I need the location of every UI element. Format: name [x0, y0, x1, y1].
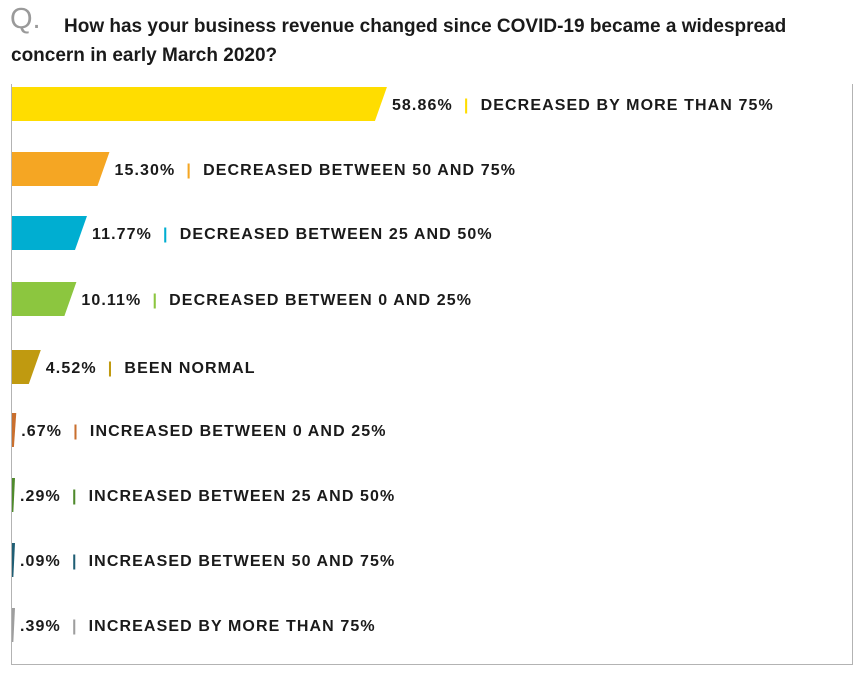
bar-4	[12, 282, 77, 316]
bar-label-7: .29% | INCREASED BETWEEN 25 AND 50%	[20, 488, 395, 505]
separator: |	[141, 292, 169, 309]
separator: |	[61, 618, 89, 635]
bar-label-3: 11.77% | DECREASED BETWEEN 25 AND 50%	[92, 226, 493, 243]
bar-8	[12, 543, 15, 577]
separator: |	[61, 553, 89, 570]
question-text: How has your business revenue changed si…	[11, 16, 787, 66]
category-label: INCREASED BY MORE THAN 75%	[89, 618, 376, 635]
bar-2	[12, 152, 110, 186]
value-label: 15.30%	[114, 162, 175, 179]
question-title: How has your business revenue changed si…	[11, 12, 851, 70]
separator: |	[62, 423, 90, 440]
separator: |	[453, 97, 481, 114]
bar-label-5: 4.52% | BEEN NORMAL	[46, 360, 256, 377]
separator: |	[175, 162, 203, 179]
value-label: 4.52%	[46, 360, 97, 377]
bar-7	[12, 478, 15, 512]
bar-5	[12, 350, 41, 384]
category-label: INCREASED BETWEEN 50 AND 75%	[89, 553, 396, 570]
chart-frame	[11, 84, 853, 665]
separator: |	[152, 226, 180, 243]
value-label: .29%	[20, 488, 61, 505]
bar-label-2: 15.30% | DECREASED BETWEEN 50 AND 75%	[114, 162, 516, 179]
bar-label-4: 10.11% | DECREASED BETWEEN 0 AND 25%	[81, 292, 472, 309]
category-label: DECREASED BETWEEN 50 AND 75%	[203, 162, 516, 179]
bar-1	[12, 87, 387, 121]
bar-label-9: .39% | INCREASED BY MORE THAN 75%	[20, 618, 376, 635]
bar-label-6: .67% | INCREASED BETWEEN 0 AND 25%	[21, 423, 386, 440]
separator: |	[97, 360, 125, 377]
category-label: DECREASED BETWEEN 25 AND 50%	[180, 226, 493, 243]
category-label: BEEN NORMAL	[124, 360, 255, 377]
value-label: .39%	[20, 618, 61, 635]
bar-3	[12, 216, 87, 250]
value-label: .09%	[20, 553, 61, 570]
bar-9	[12, 608, 15, 642]
bar-label-8: .09% | INCREASED BETWEEN 50 AND 75%	[20, 553, 395, 570]
category-label: INCREASED BETWEEN 0 AND 25%	[90, 423, 387, 440]
category-label: DECREASED BETWEEN 0 AND 25%	[169, 292, 472, 309]
question-letter: Q.	[10, 3, 41, 35]
bar-6	[12, 413, 17, 447]
category-label: DECREASED BY MORE THAN 75%	[481, 97, 774, 114]
value-label: 58.86%	[392, 97, 453, 114]
value-label: 11.77%	[92, 226, 152, 243]
value-label: 10.11%	[81, 292, 141, 309]
separator: |	[61, 488, 89, 505]
value-label: .67%	[21, 423, 62, 440]
category-label: INCREASED BETWEEN 25 AND 50%	[89, 488, 396, 505]
bar-label-1: 58.86% | DECREASED BY MORE THAN 75%	[392, 97, 774, 114]
